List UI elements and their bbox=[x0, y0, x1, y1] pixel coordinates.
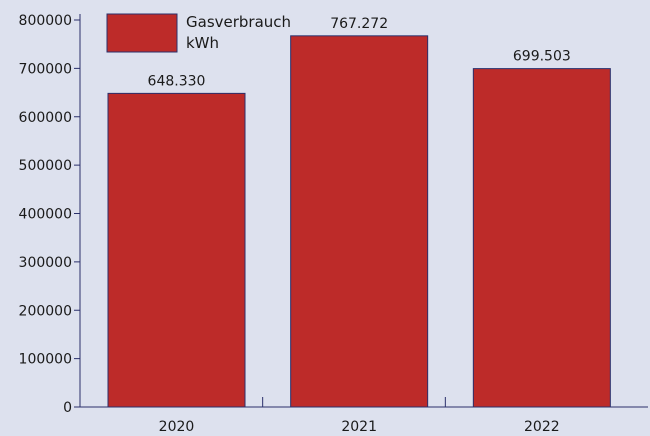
bar-series bbox=[107, 35, 611, 408]
y-tick-label: 300000 bbox=[19, 255, 72, 271]
data-label: 767.272 bbox=[330, 16, 388, 32]
y-tick-label: 700000 bbox=[19, 61, 72, 77]
y-tick-label: 400000 bbox=[19, 207, 72, 223]
legend-label-line2: kWh bbox=[186, 34, 219, 52]
bar-2020 bbox=[107, 92, 246, 408]
x-tick-label: 2020 bbox=[159, 419, 195, 435]
data-labels: 648.330 767.272 699.503 bbox=[148, 16, 571, 90]
x-axis-ticks: 2020 2021 2022 bbox=[159, 397, 560, 435]
y-axis-ticks: 0 100000 200000 300000 400000 500000 600000 700… bbox=[19, 13, 80, 416]
legend-label-line1: Gasverbrauch bbox=[186, 13, 291, 31]
y-tick-label: 500000 bbox=[19, 158, 72, 174]
data-label: 648.330 bbox=[148, 73, 206, 89]
y-tick-label: 100000 bbox=[19, 352, 72, 368]
x-tick-label: 2022 bbox=[524, 419, 560, 435]
legend-swatch bbox=[106, 13, 178, 53]
x-tick-label: 2021 bbox=[341, 419, 377, 435]
bar-2021 bbox=[290, 35, 429, 408]
y-tick-label: 0 bbox=[63, 400, 72, 416]
legend: Gasverbrauch kWh bbox=[106, 13, 291, 53]
y-tick-label: 200000 bbox=[19, 303, 72, 319]
data-label: 699.503 bbox=[513, 49, 571, 65]
y-tick-label: 800000 bbox=[19, 13, 72, 29]
bar-2022 bbox=[472, 68, 611, 408]
y-tick-label: 600000 bbox=[19, 110, 72, 126]
